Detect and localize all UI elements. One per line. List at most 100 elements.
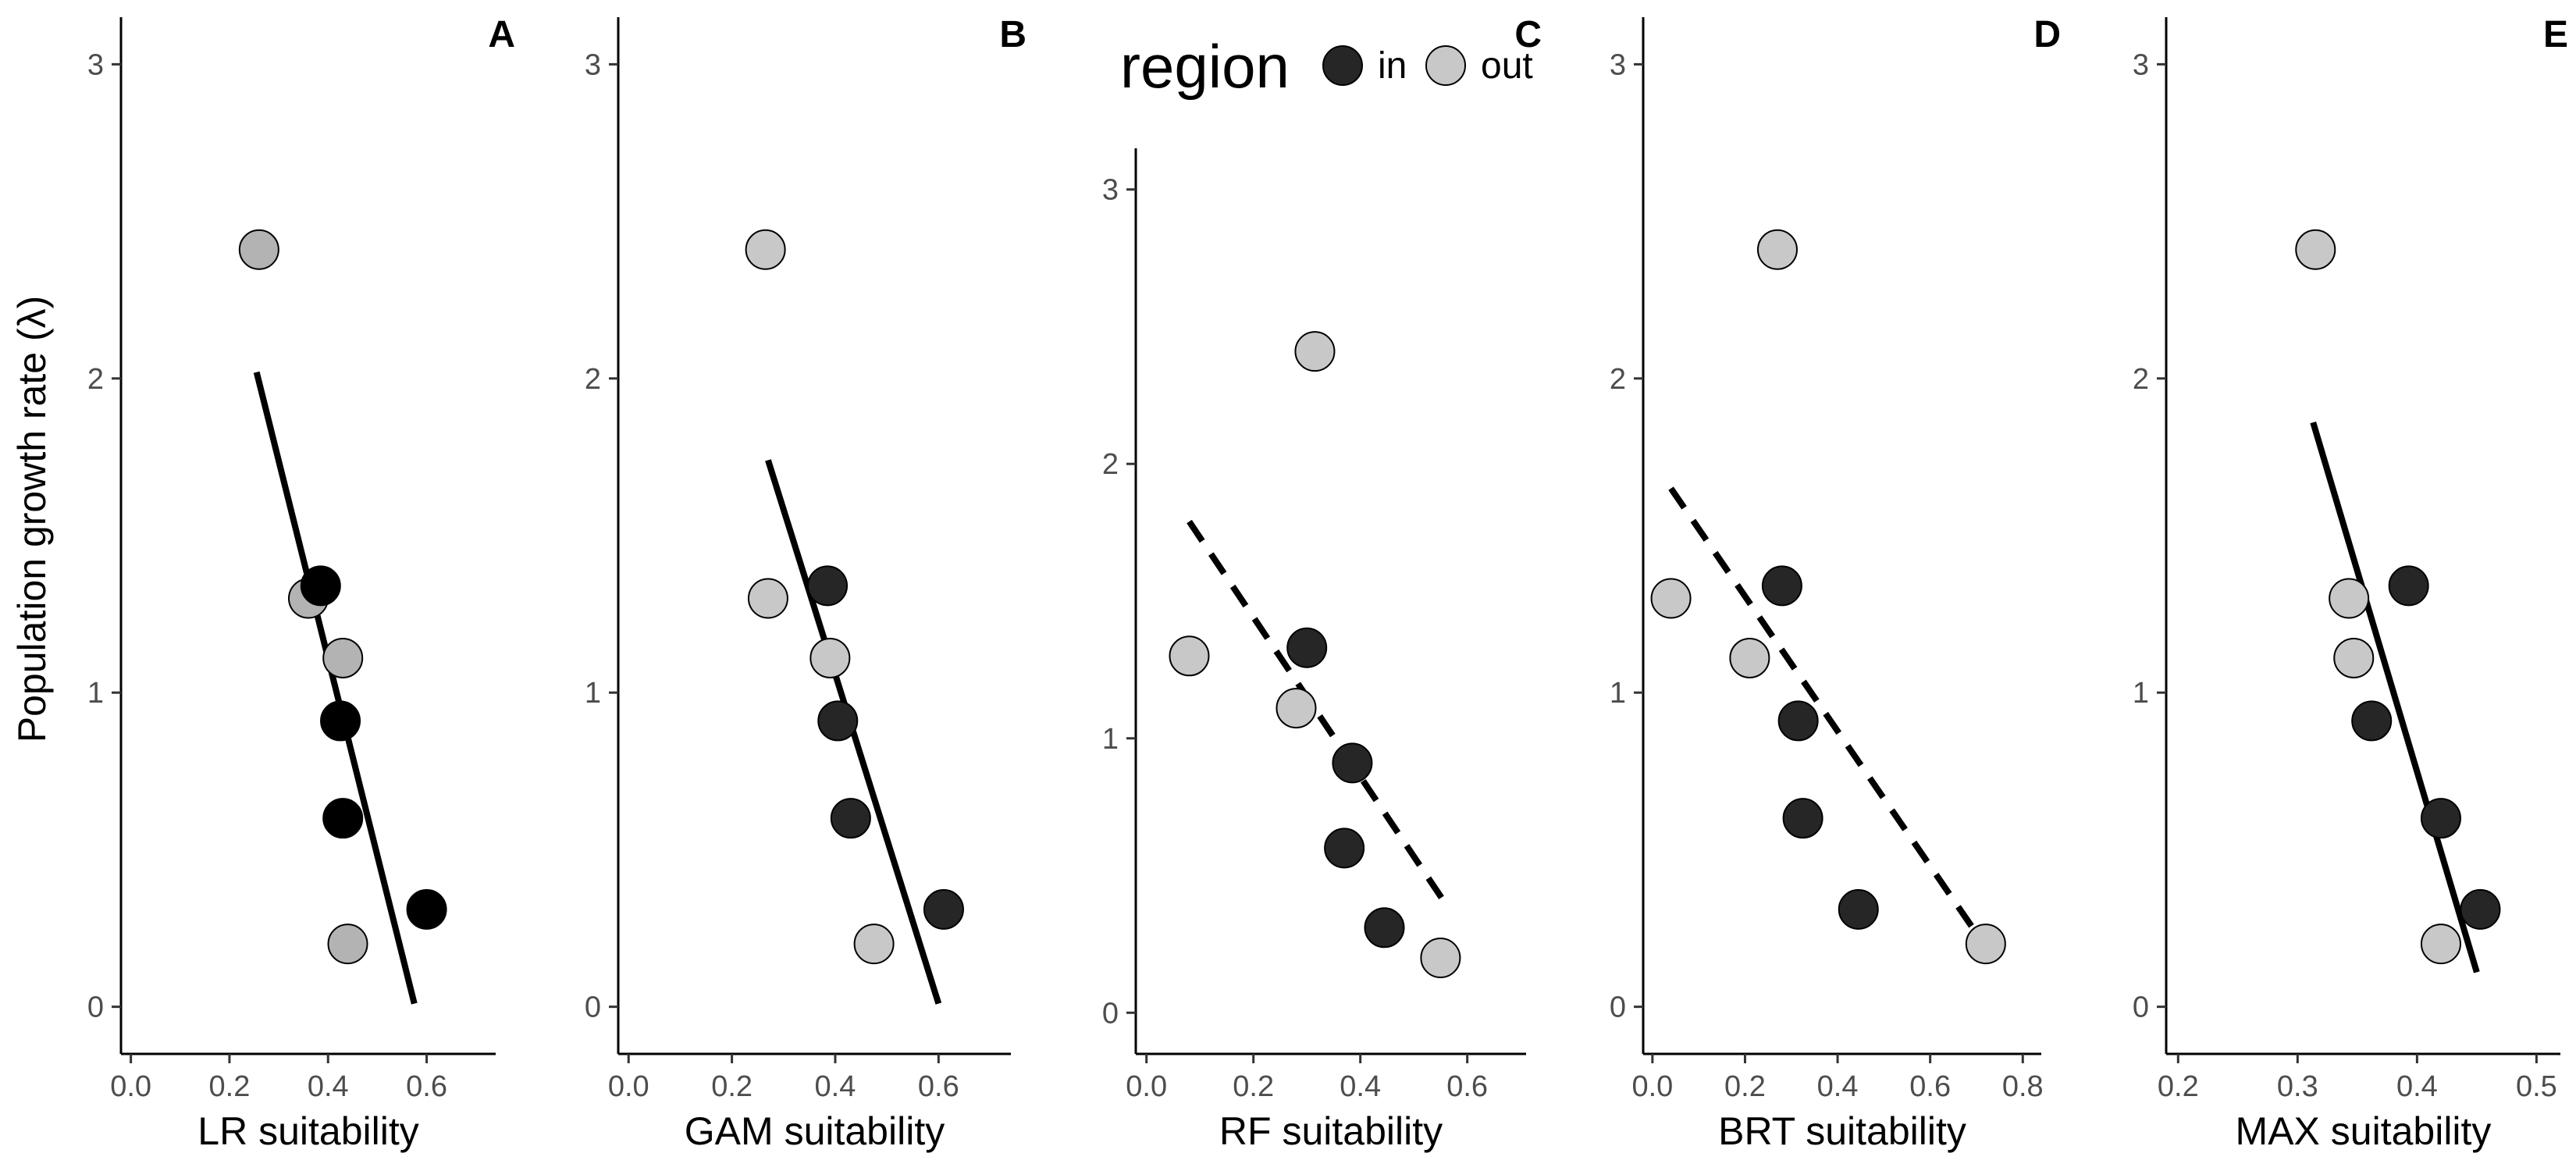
data-point bbox=[2420, 924, 2461, 965]
x-tick-label: 0.4 bbox=[815, 1070, 856, 1103]
data-point bbox=[2295, 229, 2336, 270]
y-tick-label: 2 bbox=[585, 363, 601, 396]
data-point bbox=[1169, 635, 1210, 677]
x-axis-title: MAX suitability bbox=[2236, 1109, 2492, 1153]
data-point bbox=[1332, 742, 1373, 784]
data-point bbox=[2420, 798, 2461, 839]
y-tick-label: 0 bbox=[1610, 991, 1626, 1024]
y-tick-label: 2 bbox=[1102, 448, 1119, 481]
x-tick-label: 0.2 bbox=[209, 1070, 251, 1103]
panel-d: 0.0 0.2 0.4 0.6 0.8 0 1 2 3 BRT suitability D bbox=[1610, 14, 2061, 1153]
x-tick-label: 0.4 bbox=[308, 1070, 349, 1103]
data-point bbox=[1324, 828, 1365, 869]
panel-c: 0.0 0.2 0.4 0.6 0 1 2 3 RF suitability C bbox=[1102, 14, 1542, 1153]
data-point bbox=[807, 565, 849, 607]
x-tick-label: 0.0 bbox=[1126, 1070, 1167, 1103]
y-tick-label: 1 bbox=[585, 677, 601, 710]
data-point bbox=[327, 924, 368, 965]
data-point bbox=[2351, 700, 2393, 742]
data-point bbox=[1294, 331, 1336, 372]
data-point bbox=[2329, 578, 2370, 619]
panel-e: 0.2 0.3 0.4 0.5 0 1 2 3 MAX suitability E bbox=[2133, 14, 2568, 1153]
x-tick-label: 0.2 bbox=[1233, 1070, 1274, 1103]
x-tick-label: 0.4 bbox=[1817, 1070, 1859, 1103]
data-point bbox=[1761, 565, 1802, 607]
legend-out-label: out bbox=[1481, 45, 1533, 87]
data-point bbox=[809, 637, 851, 678]
y-tick-label: 0 bbox=[2133, 991, 2149, 1024]
x-tick-label: 0.4 bbox=[1340, 1070, 1381, 1103]
x-tick-label: 0.8 bbox=[2002, 1070, 2044, 1103]
data-point bbox=[1965, 924, 2006, 965]
y-tick-label: 1 bbox=[1610, 677, 1626, 710]
x-axis-title: GAM suitability bbox=[685, 1109, 945, 1153]
y-tick-label: 0 bbox=[1102, 997, 1119, 1030]
data-point bbox=[1782, 798, 1823, 839]
x-tick-label: 0.6 bbox=[406, 1070, 447, 1103]
data-point bbox=[238, 229, 279, 270]
data-point bbox=[322, 637, 364, 678]
x-tick-label: 0.0 bbox=[608, 1070, 649, 1103]
x-tick-label: 0.0 bbox=[1631, 1070, 1673, 1103]
x-tick-label: 0.2 bbox=[711, 1070, 753, 1103]
legend-out-key bbox=[1425, 45, 1466, 86]
data-point bbox=[2388, 565, 2429, 607]
data-point bbox=[1276, 688, 1317, 729]
data-point bbox=[406, 888, 447, 930]
y-tick-label: 3 bbox=[87, 48, 104, 81]
x-axis-title: LR suitability bbox=[197, 1109, 418, 1153]
data-point bbox=[2460, 888, 2501, 930]
y-tick-label: 1 bbox=[2133, 677, 2149, 710]
x-tick-label: 0.6 bbox=[1446, 1070, 1488, 1103]
y-tick-label: 0 bbox=[87, 991, 104, 1024]
data-point bbox=[747, 578, 788, 619]
y-tick-label: 0 bbox=[585, 991, 601, 1024]
data-point bbox=[320, 700, 361, 742]
data-point bbox=[745, 229, 786, 270]
panel-letter: A bbox=[488, 14, 515, 55]
x-tick-label: 0.3 bbox=[2277, 1070, 2318, 1103]
data-point bbox=[830, 798, 871, 839]
data-point bbox=[1420, 937, 1461, 978]
data-point bbox=[300, 565, 341, 607]
data-point bbox=[1364, 907, 1405, 949]
x-tick-label: 0.0 bbox=[110, 1070, 151, 1103]
x-tick-label: 0.2 bbox=[1724, 1070, 1766, 1103]
y-tick-label: 2 bbox=[2133, 363, 2149, 396]
x-tick-label: 0.6 bbox=[1909, 1070, 1951, 1103]
y-tick-label: 2 bbox=[87, 363, 104, 396]
y-axis-title: Population growth rate (λ) bbox=[10, 296, 54, 743]
data-point bbox=[1777, 700, 1819, 742]
data-point bbox=[1756, 229, 1798, 270]
data-point bbox=[923, 888, 964, 930]
panel-b: 0.0 0.2 0.4 0.6 0 1 2 3 GAM suitability B bbox=[585, 14, 1026, 1153]
legend-in-label: in bbox=[1378, 45, 1407, 87]
data-point bbox=[1650, 578, 1692, 619]
data-point bbox=[853, 924, 895, 965]
trend-line bbox=[253, 371, 418, 1005]
legend: region in out bbox=[1120, 32, 1533, 101]
data-point bbox=[2333, 637, 2375, 678]
x-tick-label: 0.6 bbox=[918, 1070, 959, 1103]
data-point bbox=[322, 798, 364, 839]
legend-in-key bbox=[1322, 45, 1363, 86]
panel-letter: B bbox=[999, 14, 1026, 55]
panel-letter: E bbox=[2543, 14, 2568, 55]
x-tick-label: 0.2 bbox=[2158, 1070, 2199, 1103]
panel-a: 0.0 0.2 0.4 0.6 0 1 2 3 LR suitability A bbox=[87, 14, 515, 1153]
x-axis-title: RF suitability bbox=[1219, 1109, 1443, 1153]
data-point bbox=[1838, 888, 1879, 930]
x-tick-label: 0.4 bbox=[2396, 1070, 2438, 1103]
x-axis-title: BRT suitability bbox=[1718, 1109, 1966, 1153]
y-tick-label: 3 bbox=[1102, 174, 1119, 207]
panel-letter: D bbox=[2033, 14, 2061, 55]
trend-line bbox=[1668, 486, 1991, 952]
data-point bbox=[817, 700, 859, 742]
y-tick-label: 3 bbox=[1610, 48, 1626, 81]
panels: 0.0 0.2 0.4 0.6 0 1 2 3 LR suitability A 0.0 0.2 0.4… bbox=[87, 14, 2568, 1153]
trend-line bbox=[2310, 421, 2480, 973]
data-point bbox=[1286, 627, 1328, 668]
y-tick-label: 1 bbox=[87, 677, 104, 710]
y-tick-label: 3 bbox=[2133, 48, 2149, 81]
